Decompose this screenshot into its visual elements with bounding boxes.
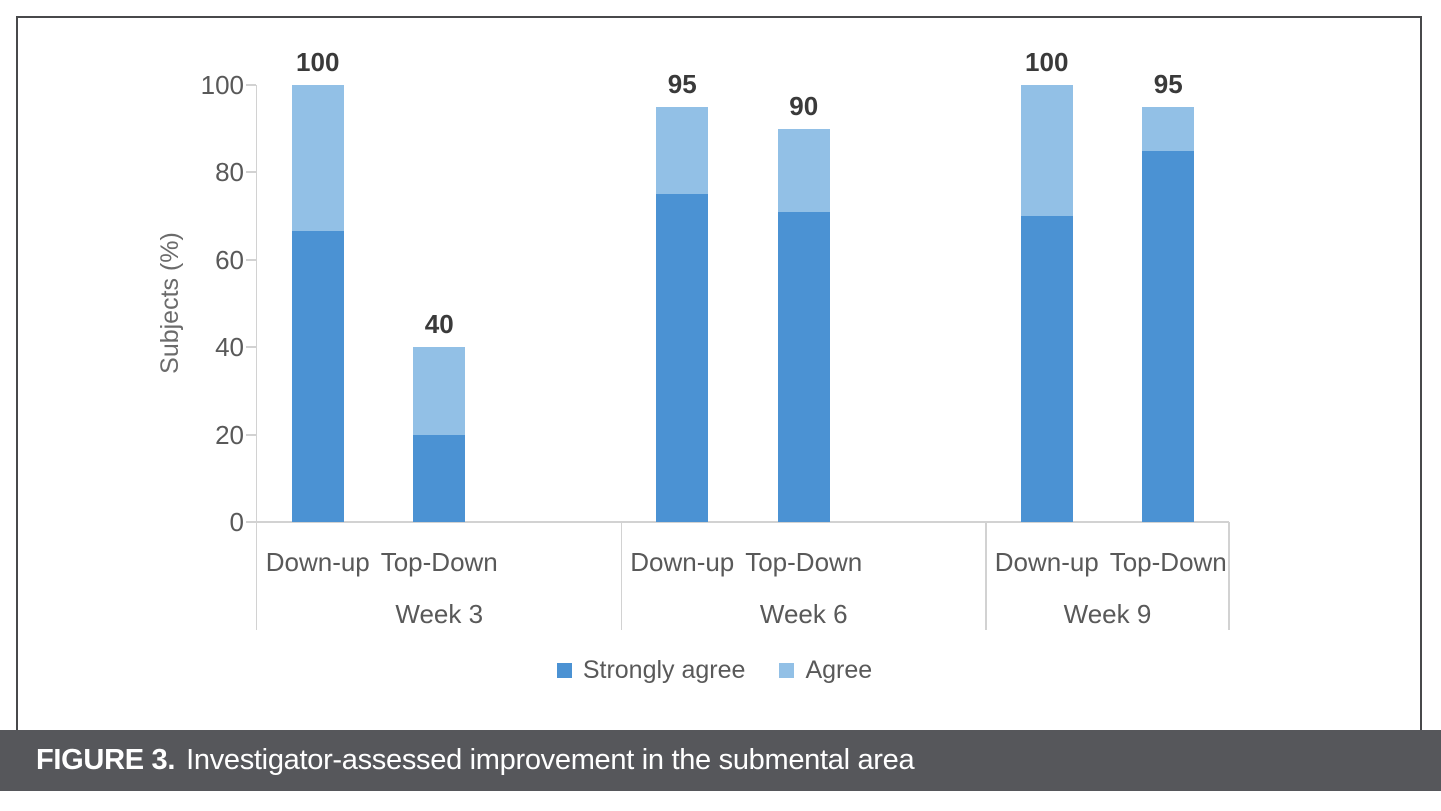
y-tick-label: 0 — [229, 507, 244, 537]
segment-strongly-agree — [656, 194, 709, 522]
bar-week-9-top-down — [1142, 106, 1195, 522]
legend-label-agree: Agree — [805, 656, 873, 684]
segment-agree — [777, 128, 830, 212]
y-tick-label: 80 — [215, 157, 244, 188]
y-tick-label: 40 — [215, 332, 244, 363]
legend-item-strongly-agree: Strongly agree — [556, 656, 746, 685]
bar-total-label: 100 — [1025, 47, 1069, 77]
category-label: Down-up — [265, 547, 370, 577]
legend-item-agree: Agree — [779, 656, 872, 685]
segment-strongly-agree — [1142, 150, 1195, 522]
y-tick-mark — [246, 171, 256, 174]
category-separator-line — [985, 522, 987, 630]
legend-swatch-strongly-agree — [556, 663, 572, 678]
category-separator-line — [620, 522, 623, 630]
bar-week-6-down-up — [656, 106, 709, 522]
segment-strongly-agree — [413, 434, 466, 522]
chart-legend: Strongly agree Agree — [200, 656, 1229, 685]
y-tick-label: 60 — [215, 244, 244, 275]
category-label: Top-Down — [380, 547, 498, 577]
segment-agree — [1142, 106, 1195, 151]
bar-week-9-down-up — [1020, 85, 1073, 522]
bar-week-6-top-down — [777, 128, 830, 522]
y-tick-mark — [246, 84, 256, 86]
figure-caption-bar: FIGURE 3. Investigator-assessed improvem… — [0, 730, 1441, 791]
segment-agree — [1020, 85, 1073, 217]
segment-strongly-agree — [291, 230, 344, 522]
legend-swatch-agree — [779, 663, 795, 678]
y-tick-mark — [246, 346, 256, 349]
segment-strongly-agree — [1020, 216, 1073, 522]
category-label: Down-up — [630, 547, 735, 577]
y-tick-label: 100 — [200, 70, 244, 100]
bar-total-label: 90 — [789, 90, 819, 121]
category-label: Down-up — [994, 547, 1099, 577]
bar-total-label: 95 — [667, 68, 697, 99]
category-label: Top-Down — [1109, 547, 1227, 577]
x-axis-line — [257, 521, 1229, 523]
segment-agree — [413, 347, 466, 435]
legend-label-strongly-agree: Strongly agree — [582, 656, 746, 684]
figure-caption-text: Investigator-assessed improvement in the… — [186, 744, 915, 776]
week-label: Week 9 — [1063, 599, 1152, 629]
bar-week-3-down-up — [291, 85, 344, 522]
figure-caption-label: FIGURE 3. — [36, 744, 176, 776]
y-tick-mark — [246, 433, 256, 436]
bar-total-label: 100 — [296, 47, 340, 77]
bar-total-label: 95 — [1153, 68, 1183, 99]
bar-week-3-top-down — [413, 347, 466, 522]
y-tick-mark — [246, 521, 256, 523]
category-label: Top-Down — [745, 547, 863, 577]
y-tick-label: 20 — [215, 419, 244, 450]
segment-agree — [656, 106, 709, 195]
segment-agree — [291, 85, 344, 231]
category-separator-line — [1228, 522, 1230, 630]
y-tick-mark — [246, 258, 256, 261]
week-label: Week 6 — [759, 599, 848, 629]
y-axis-line — [255, 85, 257, 630]
y-axis-title: Subjects (%) — [156, 232, 184, 374]
bar-total-label: 40 — [424, 309, 454, 340]
week-label: Week 3 — [395, 599, 484, 629]
segment-strongly-agree — [777, 211, 830, 522]
